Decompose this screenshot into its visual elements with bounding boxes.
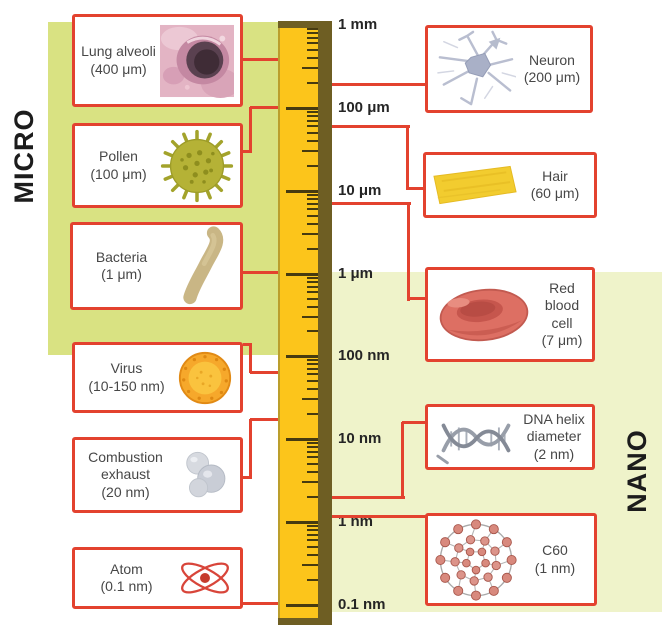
item-label: Red blood cell (7 μm)	[541, 280, 583, 348]
item-label: Virus (10-150 nm)	[88, 360, 165, 394]
scale-label-1nm: 1 nm	[338, 513, 374, 530]
nano-section-label: NANO	[622, 429, 652, 513]
scale-label-1um: 1 μm	[338, 265, 374, 282]
item-box-bacteria: Bacteria (1 μm)	[70, 222, 243, 310]
item-label: Lung alveoli (400 μm)	[81, 43, 156, 77]
connector-hair	[405, 126, 409, 190]
connector-combustion-exhaust	[248, 419, 252, 479]
scale-label-10nm: 10 nm	[338, 430, 382, 447]
scale-label-10um: 10 μm	[338, 182, 382, 199]
virus-image	[176, 349, 234, 407]
item-box-neuron: Neuron (200 μm)	[425, 25, 593, 113]
c60-image	[434, 518, 518, 602]
dna-helix-image	[434, 408, 518, 466]
ruler	[278, 21, 318, 625]
item-box-virus: Virus (10-150 nm)	[72, 342, 243, 413]
connector-red-blood-cell	[332, 201, 411, 205]
micro-section-label: MICRO	[9, 108, 39, 204]
item-box-red-blood-cell: Red blood cell (7 μm)	[425, 267, 595, 362]
item-box-pollen: Pollen (100 μm)	[72, 123, 243, 208]
item-label: Combustion exhaust (20 nm)	[88, 449, 163, 500]
item-box-hair: Hair (60 μm)	[423, 152, 597, 218]
red-blood-cell-image	[434, 279, 534, 351]
pollen-image	[160, 129, 234, 203]
connector-atom	[243, 601, 278, 605]
connector-combustion-exhaust	[243, 475, 252, 479]
combustion-exhaust-image	[174, 446, 234, 504]
ruler-top-cap	[278, 21, 332, 28]
connector-combustion-exhaust	[250, 417, 278, 421]
hair-image	[432, 164, 518, 206]
item-box-atom: Atom (0.1 nm)	[72, 547, 243, 609]
connector-neuron	[332, 82, 427, 86]
bacteria-image	[168, 225, 234, 307]
item-box-lung-alveoli: Lung alveoli (400 μm)	[72, 14, 243, 107]
item-label: Atom (0.1 nm)	[100, 560, 153, 594]
scale-label-100um: 100 μm	[338, 99, 390, 116]
item-label: Hair (60 μm)	[530, 167, 580, 201]
neuron-image	[434, 30, 516, 108]
connector-hair	[332, 124, 410, 128]
ruler-edge-strip	[318, 21, 332, 625]
scale-label-1mm: 1 mm	[338, 16, 378, 33]
scale-label-01nm: 0.1 nm	[338, 596, 386, 613]
lung-alveoli-image	[160, 24, 234, 98]
scale-label-100nm: 100 nm	[338, 347, 390, 364]
item-box-c60: C60 (1 nm)	[425, 513, 597, 606]
item-box-combustion-exhaust: Combustion exhaust (20 nm)	[72, 437, 243, 513]
item-label: Pollen (100 μm)	[90, 148, 147, 182]
item-box-dna-helix: DNA helix diameter (2 nm)	[425, 404, 595, 470]
item-label: Neuron (200 μm)	[523, 51, 581, 85]
item-label: C60 (1 nm)	[534, 542, 576, 576]
item-label: Bacteria (1 μm)	[95, 248, 148, 282]
atom-image	[176, 554, 234, 602]
item-label: DNA helix diameter (2 nm)	[523, 411, 585, 462]
ruler-bottom-cap	[278, 618, 332, 625]
connector-virus	[250, 370, 278, 374]
